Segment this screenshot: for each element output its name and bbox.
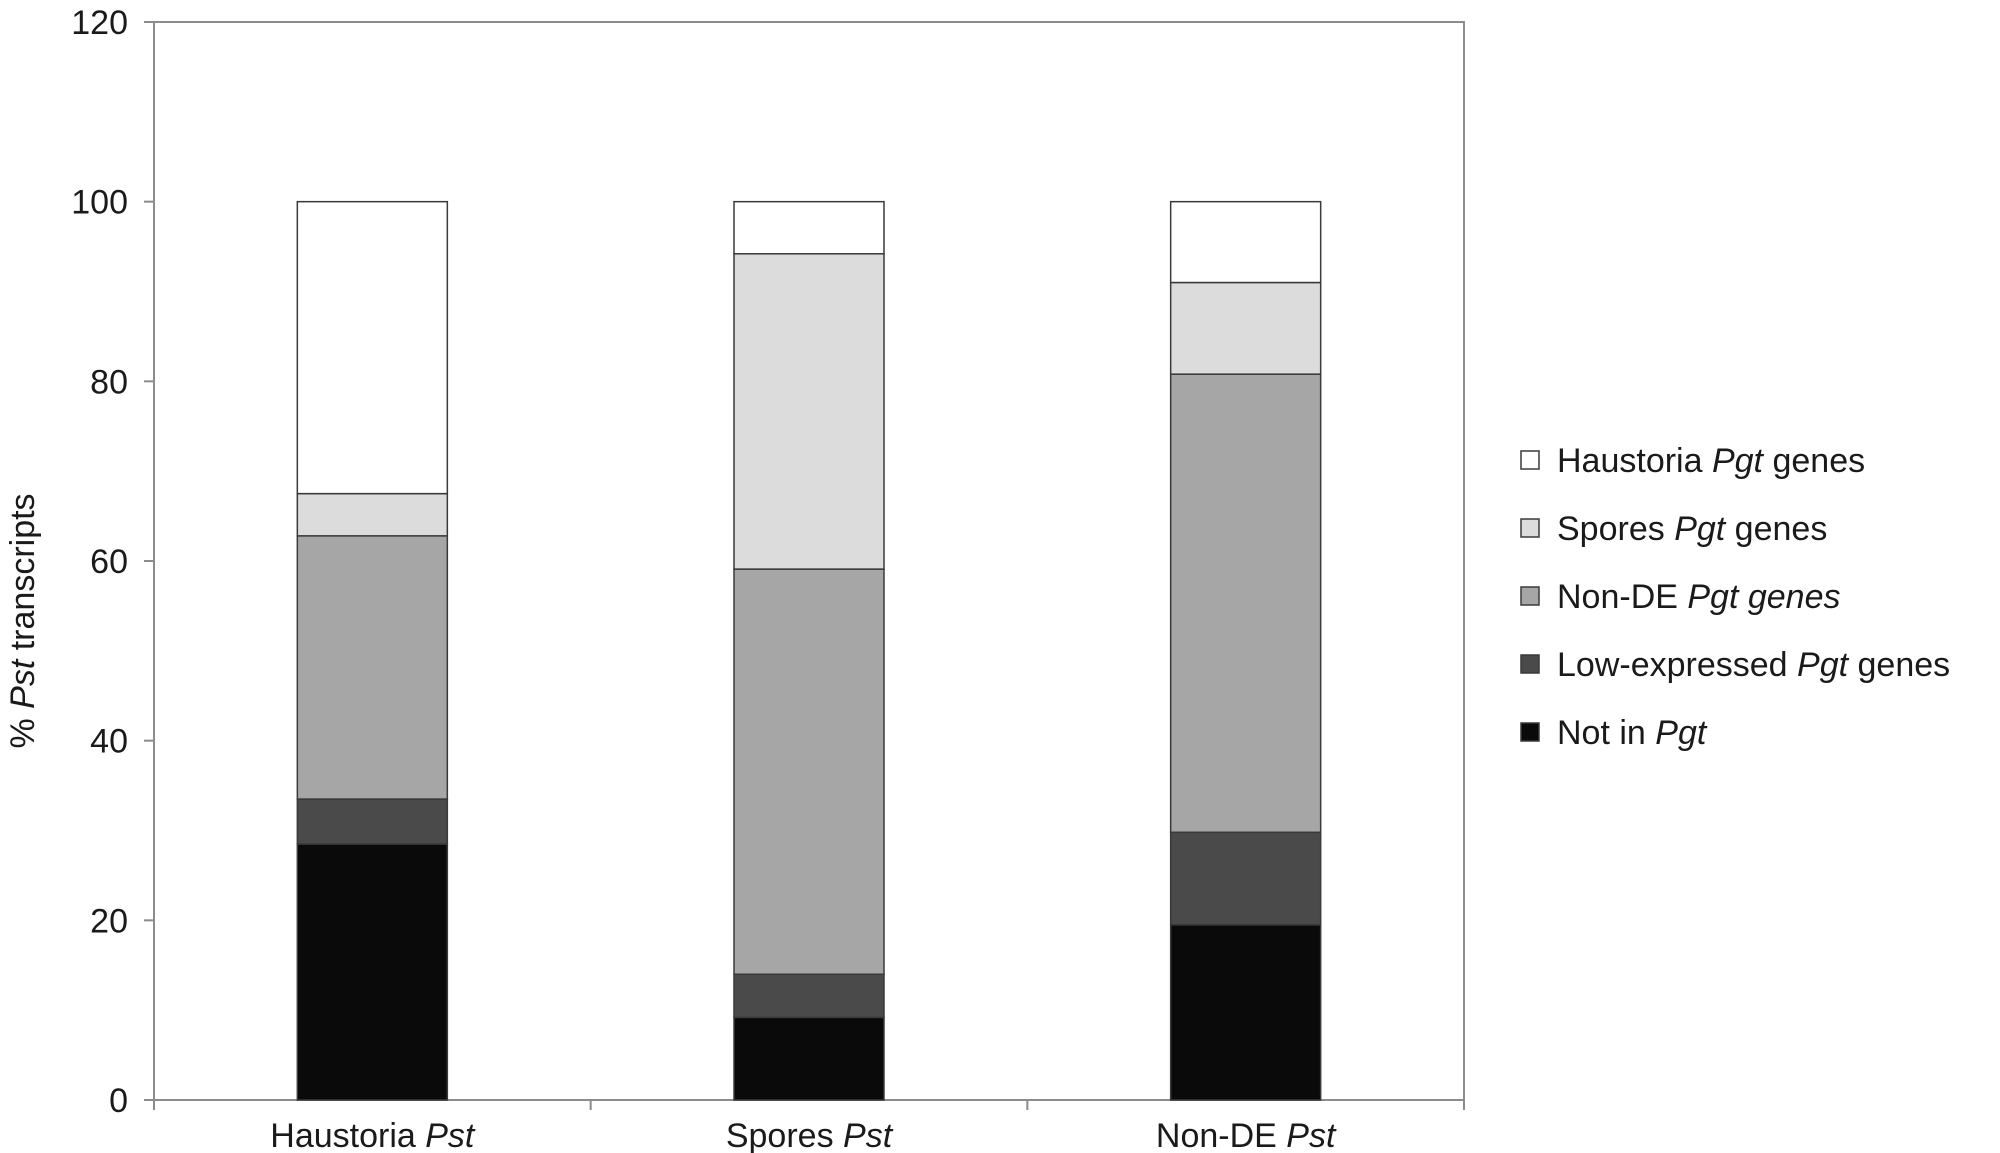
legend-label: Spores Pgt genes [1557, 510, 1827, 548]
bar-segment [1169, 924, 1322, 1101]
y-tick-label: 0 [109, 1082, 128, 1120]
legend-label-part-2: genes [1848, 646, 1950, 684]
y-tick-label: 100 [71, 184, 128, 222]
bar-segment [1169, 373, 1322, 834]
y-tick-label: 80 [90, 363, 128, 401]
y-axis-label-part-0: % [4, 709, 42, 749]
legend-label-part-0: Haustoria [1557, 442, 1712, 480]
y-tick-label: 40 [90, 723, 128, 761]
x-category-label: Non-DE Pst [1156, 1117, 1337, 1153]
legend-label-part-0: Spores [1557, 510, 1674, 548]
bar-segment [1169, 281, 1322, 375]
x-category-label: Spores Pst [726, 1117, 894, 1153]
y-tick-label: 120 [71, 4, 128, 42]
bar-segment [733, 973, 885, 1019]
bars-group [296, 200, 1322, 1101]
legend-swatch [1520, 586, 1540, 606]
legend-label-part-1: Pgt [1655, 714, 1708, 752]
legend-label: Non-DE Pgt genes [1557, 578, 1841, 616]
bar-segment [733, 200, 885, 255]
legend-label-part-1: Pgt [1712, 442, 1765, 480]
legend-label-part-2: genes [1763, 442, 1865, 480]
y-axis-label-part-2: transcripts [4, 493, 42, 659]
legend-label-part-1: Pgt genes [1687, 578, 1840, 616]
legend-swatch [1520, 518, 1540, 538]
x-axis: Haustoria Pst Spores Pst Non-DE Pst [153, 1100, 1465, 1153]
legend-label-part-0: Not in [1557, 714, 1655, 752]
legend-swatch [1520, 654, 1540, 674]
y-axis-label-part-1: Pst [4, 658, 42, 709]
x-category-label-part-0: Non-DE [1156, 1117, 1286, 1153]
bar-segment [296, 798, 449, 845]
bar-segment [296, 200, 449, 495]
legend-label-part-0: Low-expressed [1557, 646, 1797, 684]
legend-label-part-1: Pgt [1797, 646, 1850, 684]
legend-label: Low-expressed Pgt genes [1557, 646, 1950, 684]
bar-segment [733, 1016, 885, 1101]
bar-segment [733, 253, 885, 570]
y-tick-label: 20 [90, 902, 128, 940]
x-category-label-part-0: Haustoria [270, 1117, 425, 1153]
y-axis-label: % Pst transcripts [4, 493, 42, 748]
legend-label: Not in Pgt [1557, 714, 1708, 752]
bar-segment [296, 535, 449, 800]
x-category-label-part-1: Pst [1286, 1117, 1337, 1153]
bar-segment [1169, 831, 1322, 926]
legend-label-part-1: Pgt [1674, 510, 1727, 548]
y-axis: 0 20 40 60 80 100 120 [71, 4, 154, 1120]
legend-label-part-2: genes [1725, 510, 1827, 548]
x-category-label-part-0: Spores [726, 1117, 843, 1153]
bar-segment [1169, 200, 1322, 284]
bar-segment [296, 843, 449, 1101]
bar-segment [296, 492, 449, 537]
legend-label-part-0: Non-DE [1557, 578, 1687, 616]
legend-swatch [1520, 450, 1540, 470]
bar-segment [733, 568, 885, 975]
legend-swatch [1520, 722, 1540, 742]
x-category-label-part-1: Pst [425, 1117, 476, 1153]
legend-label: Haustoria Pgt genes [1557, 442, 1865, 480]
y-tick-label: 60 [90, 543, 128, 581]
x-category-label: Haustoria Pst [270, 1117, 476, 1153]
x-category-label-part-1: Pst [843, 1117, 894, 1153]
